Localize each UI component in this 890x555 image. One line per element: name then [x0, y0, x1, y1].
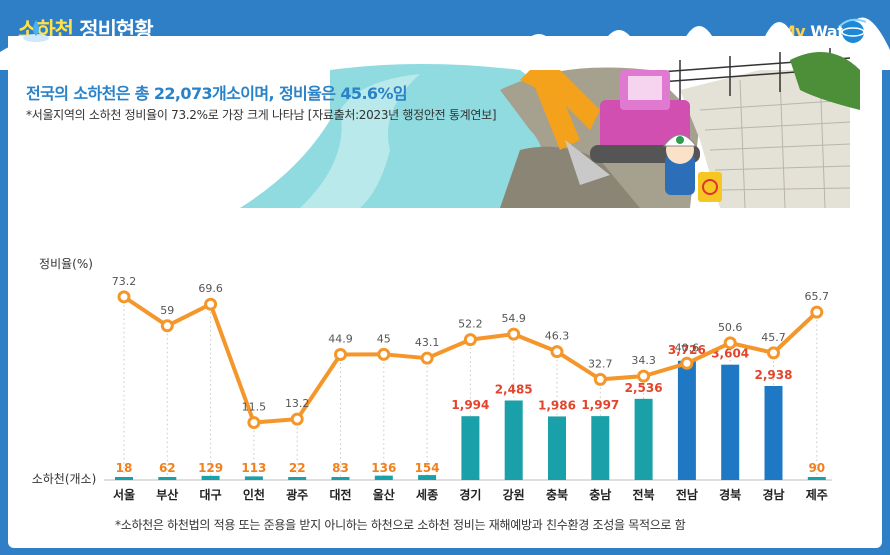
bar-인천	[244, 476, 263, 480]
category-label: 울산	[373, 487, 395, 502]
line-label: 65.7	[805, 290, 830, 303]
bar-label: 2,485	[495, 382, 533, 396]
line-label: 73.2	[112, 275, 137, 288]
line-point-전남	[680, 356, 694, 370]
line-point-경북	[723, 336, 737, 350]
line-label: 43.1	[415, 336, 440, 349]
bar-label: 2,536	[625, 381, 663, 395]
line-label: 45.7	[761, 331, 786, 344]
bar-전북	[634, 398, 653, 480]
line-point-세종	[420, 351, 434, 365]
category-label: 경남	[762, 487, 784, 502]
line-point-경남	[767, 346, 780, 360]
line-point-인천	[247, 416, 261, 430]
bar-label: 1,997	[581, 398, 619, 412]
bar-울산	[374, 475, 393, 480]
category-label: 인천	[243, 487, 265, 502]
worker-icon	[663, 134, 722, 202]
bar-label: 1,994	[451, 398, 489, 412]
line-point-경기	[463, 333, 477, 347]
category-label: 충남	[589, 487, 611, 502]
footnote: *소하천은 하천법의 적용 또는 준용을 받지 아니하는 하천으로 소하천 정비…	[115, 518, 686, 532]
bar-경북	[721, 364, 740, 480]
globe-icon	[839, 18, 867, 43]
category-label: 충북	[546, 487, 568, 502]
line-label: 44.9	[328, 333, 353, 346]
summary-text: 전국의 소하천은 총 22,073개소이며, 정비율은 45.6%임	[26, 84, 408, 103]
bar-label: 1,986	[538, 398, 576, 412]
line-axis-label: 정비율(%)	[39, 257, 93, 271]
bar-충남	[591, 416, 610, 480]
category-label: 광주	[286, 487, 308, 502]
line-point-전북	[637, 369, 651, 383]
category-label: 강원	[503, 488, 525, 502]
bar-label: 22	[289, 461, 306, 475]
line-label: 52.2	[458, 318, 483, 331]
line-label: 69.6	[198, 282, 223, 295]
line-label: 46.3	[545, 330, 570, 343]
bar-대전	[331, 477, 350, 480]
wave-edge	[0, 17, 890, 81]
bar-label: 113	[241, 461, 266, 475]
bar-label: 3,726	[668, 343, 706, 357]
category-label: 전남	[676, 487, 698, 502]
line-point-부산	[160, 319, 174, 333]
bar-전남	[677, 360, 696, 480]
bar-label: 90	[808, 461, 825, 475]
line-label: 11.5	[242, 401, 267, 414]
bar-대구	[201, 475, 220, 480]
source-note: *서울지역의 소하천 정비율이 73.2%로 가장 크게 나타남 [자료출처:2…	[26, 108, 497, 122]
category-label: 대전	[329, 487, 351, 502]
bar-label: 3,604	[711, 347, 749, 361]
line-point-울산	[377, 347, 391, 361]
line-label: 54.9	[501, 312, 526, 325]
category-label: 경북	[719, 488, 741, 502]
line-label: 59	[160, 304, 174, 317]
line-point-강원	[507, 327, 521, 341]
bar-label: 136	[371, 461, 396, 475]
bar-경기	[461, 416, 480, 480]
category-label: 서울	[113, 487, 135, 502]
excavator-icon	[520, 70, 700, 185]
line-point-대전	[334, 348, 347, 362]
bar-label: 2,938	[755, 368, 793, 382]
bar-label: 154	[415, 461, 440, 475]
category-label: 대구	[200, 488, 222, 502]
bar-세종	[418, 475, 437, 480]
line-label: 45	[377, 332, 391, 345]
river-scenery-illustration	[240, 48, 860, 209]
line-point-충북	[550, 345, 564, 359]
line-point-서울	[117, 290, 131, 304]
line-point-광주	[290, 412, 304, 426]
bar-label: 62	[159, 461, 176, 475]
bar-axis-label: 소하천(개소)	[32, 471, 97, 486]
category-label: 세종	[416, 487, 438, 502]
bar-강원	[504, 400, 523, 480]
bar-경남	[764, 385, 783, 480]
water-drop-icon	[23, 20, 49, 42]
bar-제주	[807, 477, 826, 480]
line-label: 32.7	[588, 357, 613, 370]
category-label: 제주	[806, 488, 828, 502]
category-label: 부산	[156, 487, 178, 502]
line-label: 34.3	[631, 354, 656, 367]
line-point-충남	[593, 372, 607, 386]
bar-label: 129	[198, 461, 223, 475]
bar-label: 83	[332, 461, 349, 475]
bar-label: 18	[116, 461, 133, 475]
line-label: 50.6	[718, 321, 743, 334]
line-label: 40.6	[675, 341, 700, 354]
category-label: 경기	[459, 487, 481, 502]
line-point-제주	[810, 305, 824, 319]
line-point-대구	[204, 297, 218, 311]
line-label: 13.2	[285, 397, 310, 410]
bar-충북	[548, 416, 566, 480]
bar-부산	[158, 477, 177, 480]
bar-광주	[288, 477, 307, 480]
category-label: 전북	[633, 487, 655, 502]
bar-서울	[115, 477, 133, 480]
